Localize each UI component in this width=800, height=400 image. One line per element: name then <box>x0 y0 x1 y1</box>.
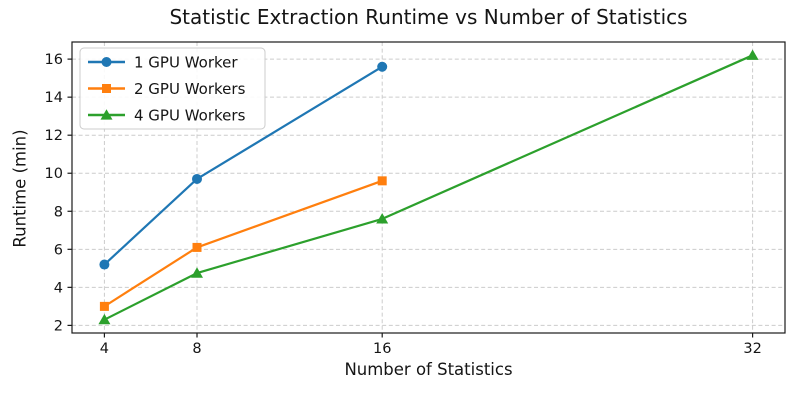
x-tick-label: 8 <box>192 341 201 357</box>
y-axis-label: Runtime (min) <box>10 129 30 248</box>
data-point-marker <box>376 213 389 224</box>
y-tick-label: 6 <box>54 242 63 258</box>
x-tick-label: 4 <box>100 341 109 357</box>
data-point-marker <box>99 259 110 270</box>
y-tick-label: 14 <box>45 90 63 106</box>
y-tick-label: 10 <box>45 166 63 182</box>
x-tick-label: 16 <box>373 341 391 357</box>
legend-label: 1 GPU Worker <box>134 54 238 72</box>
y-tick-label: 4 <box>54 280 63 296</box>
legend-label: 4 GPU Workers <box>134 107 246 125</box>
data-point-marker <box>377 61 388 72</box>
data-point-marker <box>99 301 109 311</box>
data-point-marker <box>192 173 203 184</box>
legend-label: 2 GPU Workers <box>134 80 246 98</box>
legend-swatch-marker <box>102 84 111 93</box>
data-point-marker <box>98 313 111 325</box>
x-tick-label: 32 <box>743 341 761 357</box>
y-tick-label: 12 <box>45 128 63 144</box>
x-axis-label: Number of Statistics <box>344 360 513 379</box>
legend-swatch-marker <box>100 109 113 120</box>
y-tick-label: 16 <box>45 52 63 68</box>
data-point-marker <box>746 49 759 60</box>
legend-swatch-marker <box>101 57 112 67</box>
data-point-marker <box>191 267 204 278</box>
plot-border <box>71 41 786 334</box>
chart-title: Statistic Extraction Runtime vs Number o… <box>169 5 688 29</box>
data-point-marker <box>192 242 202 252</box>
legend-box <box>79 47 266 130</box>
data-point-marker <box>377 176 387 186</box>
y-tick-label: 2 <box>54 318 63 334</box>
y-tick-label: 8 <box>54 204 63 220</box>
series-line-4-gpu-workers <box>103 54 754 321</box>
